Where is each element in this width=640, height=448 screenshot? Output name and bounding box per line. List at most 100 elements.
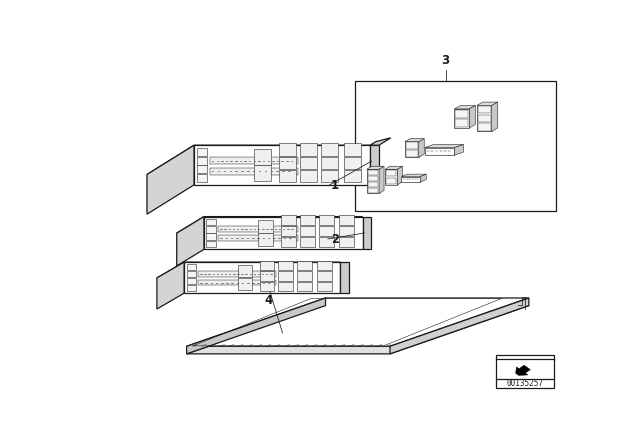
- Bar: [218, 235, 298, 241]
- Polygon shape: [147, 145, 194, 214]
- Bar: [456, 110, 468, 118]
- Polygon shape: [157, 262, 340, 278]
- Polygon shape: [367, 166, 384, 169]
- Bar: [255, 165, 271, 181]
- Bar: [279, 143, 296, 155]
- Bar: [297, 261, 312, 270]
- Bar: [210, 157, 298, 164]
- Bar: [300, 237, 315, 247]
- Polygon shape: [367, 169, 379, 194]
- Polygon shape: [187, 298, 326, 354]
- Bar: [279, 157, 296, 169]
- Polygon shape: [184, 262, 340, 293]
- Polygon shape: [385, 169, 397, 185]
- Text: 1: 1: [331, 179, 339, 192]
- Bar: [355, 82, 556, 211]
- Bar: [260, 261, 275, 270]
- Polygon shape: [204, 216, 363, 250]
- Bar: [300, 143, 317, 155]
- Bar: [406, 150, 418, 156]
- Polygon shape: [397, 166, 403, 185]
- Polygon shape: [385, 166, 403, 169]
- Bar: [495, 355, 554, 388]
- Polygon shape: [477, 102, 498, 106]
- Bar: [210, 168, 298, 175]
- Polygon shape: [187, 306, 529, 354]
- Bar: [281, 215, 296, 225]
- Polygon shape: [177, 216, 363, 233]
- Bar: [196, 174, 207, 182]
- Polygon shape: [379, 166, 384, 194]
- Text: 00135257: 00135257: [506, 379, 543, 388]
- Polygon shape: [516, 365, 531, 375]
- Bar: [259, 220, 273, 233]
- Polygon shape: [454, 109, 469, 128]
- Bar: [297, 282, 312, 291]
- Bar: [186, 264, 196, 271]
- Polygon shape: [419, 138, 424, 157]
- Polygon shape: [420, 174, 426, 182]
- Polygon shape: [187, 298, 529, 346]
- Bar: [321, 170, 338, 182]
- Bar: [406, 142, 418, 149]
- Bar: [344, 143, 361, 155]
- Bar: [278, 271, 293, 280]
- Polygon shape: [477, 106, 492, 131]
- Bar: [300, 226, 315, 236]
- Bar: [317, 282, 332, 291]
- Polygon shape: [194, 145, 370, 185]
- Polygon shape: [405, 142, 419, 157]
- Bar: [260, 282, 275, 291]
- Bar: [207, 219, 216, 225]
- Polygon shape: [370, 138, 391, 145]
- Bar: [207, 226, 216, 233]
- Polygon shape: [469, 105, 476, 128]
- Bar: [255, 149, 271, 165]
- Polygon shape: [454, 105, 476, 109]
- Polygon shape: [177, 216, 204, 266]
- Polygon shape: [492, 102, 498, 131]
- Bar: [281, 226, 296, 236]
- Bar: [260, 271, 275, 280]
- Bar: [319, 215, 333, 225]
- Bar: [339, 215, 355, 225]
- Bar: [238, 278, 252, 290]
- Bar: [186, 278, 196, 284]
- Text: 2: 2: [331, 233, 339, 246]
- Bar: [198, 271, 276, 277]
- Bar: [300, 215, 315, 225]
- Bar: [339, 237, 355, 247]
- Bar: [218, 226, 298, 233]
- Bar: [367, 182, 378, 187]
- Bar: [278, 282, 293, 291]
- Bar: [478, 115, 491, 122]
- Bar: [321, 143, 338, 155]
- Text: 4: 4: [264, 293, 273, 306]
- Polygon shape: [340, 262, 349, 293]
- Bar: [300, 157, 317, 169]
- Polygon shape: [157, 262, 184, 309]
- Bar: [281, 237, 296, 247]
- Bar: [367, 176, 378, 181]
- Bar: [317, 261, 332, 270]
- Bar: [238, 265, 252, 277]
- Bar: [386, 170, 396, 177]
- Bar: [196, 157, 207, 165]
- Polygon shape: [454, 145, 463, 155]
- Polygon shape: [425, 147, 454, 155]
- Polygon shape: [390, 298, 529, 354]
- Polygon shape: [405, 138, 424, 142]
- Bar: [207, 233, 216, 240]
- Bar: [367, 170, 378, 175]
- Polygon shape: [401, 177, 420, 182]
- Polygon shape: [147, 145, 370, 174]
- Bar: [196, 148, 207, 156]
- Bar: [207, 241, 216, 247]
- Bar: [478, 106, 491, 113]
- Bar: [186, 285, 196, 291]
- Polygon shape: [401, 174, 426, 177]
- Polygon shape: [363, 216, 371, 250]
- Bar: [198, 280, 276, 285]
- Text: 3: 3: [442, 54, 450, 67]
- Bar: [196, 165, 207, 173]
